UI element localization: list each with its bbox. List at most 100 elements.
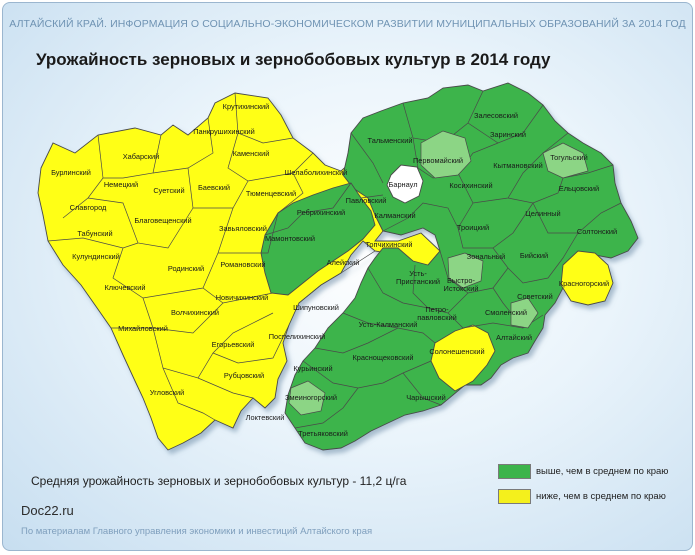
district-label: Новичихинский <box>216 293 269 302</box>
district-label: Суетский <box>153 186 184 195</box>
legend-swatch-below <box>498 489 531 504</box>
district-border <box>360 194 384 199</box>
district-border <box>492 232 579 284</box>
district-label: Шелаболихинский <box>285 168 348 177</box>
district-label: Баевский <box>198 183 230 192</box>
map-title: Урожайность зерновых и зернобобовых куль… <box>36 50 551 69</box>
district-label: Змеиногорский <box>285 393 337 402</box>
district-label: Славгород <box>70 203 107 212</box>
district-label: Родинский <box>168 264 204 273</box>
district-label: Алтайский <box>496 333 532 342</box>
legend-swatch-above <box>498 464 531 479</box>
district-label: Смоленский <box>485 308 527 317</box>
district-border <box>103 134 162 179</box>
district-label: Тогульский <box>550 153 588 162</box>
district-label: Локтевский <box>246 413 285 422</box>
district-border <box>467 104 544 144</box>
district-border <box>298 250 376 304</box>
district-label: Топчихинский <box>365 240 412 249</box>
region-map: Крутихинский Панкрушихинский Хабарский Бурл… <box>37 82 639 451</box>
district-label: Угловский <box>150 388 184 397</box>
district-label: Чарышский <box>406 393 446 402</box>
district-border <box>197 377 254 399</box>
district-label: Кытмановский <box>493 161 542 170</box>
district-shape-light <box>288 380 326 416</box>
district-border <box>350 132 384 184</box>
district-border <box>457 202 534 249</box>
district-border <box>47 237 139 249</box>
district-label: Быстро-Истокский <box>444 276 479 293</box>
district-border <box>218 212 279 254</box>
district-label: Благовещенский <box>134 216 191 225</box>
district-border <box>457 132 569 204</box>
district-label: Табунский <box>77 229 112 238</box>
district-label: Косихинский <box>449 181 492 190</box>
district-border <box>187 167 249 209</box>
district-label: Солонешенский <box>429 347 484 356</box>
district-border <box>314 327 399 354</box>
district-label: Егорьевский <box>212 340 255 349</box>
district-border <box>507 177 564 204</box>
district-shape-light <box>420 130 472 179</box>
district-label: Бурлинский <box>51 168 91 177</box>
city-shape-barnaul <box>386 164 424 204</box>
district-border <box>382 202 459 232</box>
district-label: Целинный <box>525 209 560 218</box>
district-label: Зональный <box>467 252 505 261</box>
district-border <box>277 172 304 214</box>
district-shape-light <box>510 297 539 329</box>
district-label: Крутихинский <box>223 102 270 111</box>
district-border <box>402 372 442 406</box>
district-label: Рубцовский <box>224 371 264 380</box>
district-label: Поспелихинский <box>269 332 326 341</box>
district-label: Панкрушихинский <box>193 127 255 136</box>
district-shape-light <box>542 142 589 179</box>
district-label: Павловский <box>346 196 387 205</box>
legend-item-below: ниже, чем в среднем по краю <box>498 489 666 504</box>
district-border <box>142 297 224 334</box>
district-border <box>367 267 429 309</box>
district-label: Ключевский <box>105 283 146 292</box>
district-label: Петро-павловский <box>417 305 456 322</box>
legend-label-above: выше, чем в среднем по краю <box>536 466 669 477</box>
district-label: Бийский <box>520 251 548 260</box>
district-shape-krasnogorsk <box>560 250 614 306</box>
district-label: Усть-Пристанский <box>396 269 440 286</box>
district-label: Первомайский <box>413 156 463 165</box>
district-label: Барнаул <box>388 180 417 189</box>
district-label: Ельцовский <box>559 184 599 193</box>
district-label: Хабарский <box>123 152 160 161</box>
district-borders <box>47 90 622 429</box>
district-label: Шипуновский <box>293 303 339 312</box>
district-border <box>162 367 216 421</box>
legend-item-above: выше, чем в среднем по краю <box>498 464 668 479</box>
district-label: Завьяловский <box>219 224 267 233</box>
district-label: Ребрихинский <box>297 208 345 217</box>
source-note: По материалам Главного управления эконом… <box>21 526 373 537</box>
district-label: Мамонтовский <box>265 234 315 243</box>
below-average-area <box>37 92 441 451</box>
above-average-area-west <box>260 182 376 296</box>
district-label: Калманский <box>374 211 415 220</box>
district-label: Михайловский <box>118 324 168 333</box>
district-label: Немецкий <box>104 180 138 189</box>
district-shape-light <box>447 252 484 289</box>
district-border <box>212 324 290 364</box>
district-label: Краснощековский <box>353 353 414 362</box>
source-site: Doc22.ru <box>21 503 74 518</box>
district-label: Третьяковский <box>298 429 348 438</box>
district-label: Волчихинский <box>171 308 219 317</box>
district-label: Троицкий <box>457 223 489 232</box>
district-label: Залесовский <box>474 111 518 120</box>
legend-label-below: ниже, чем в среднем по краю <box>536 491 666 502</box>
district-label: Каменский <box>233 149 270 158</box>
district-label: Тюменцевский <box>246 189 296 198</box>
district-label: Советский <box>517 292 553 301</box>
district-border <box>234 92 294 144</box>
district-border <box>62 134 104 219</box>
average-yield-text: Средняя урожайность зерновых и зернобобо… <box>31 474 407 488</box>
district-border <box>264 182 352 236</box>
district-label: Усть-Калманский <box>359 320 418 329</box>
district-label: Красногорский <box>559 279 609 288</box>
